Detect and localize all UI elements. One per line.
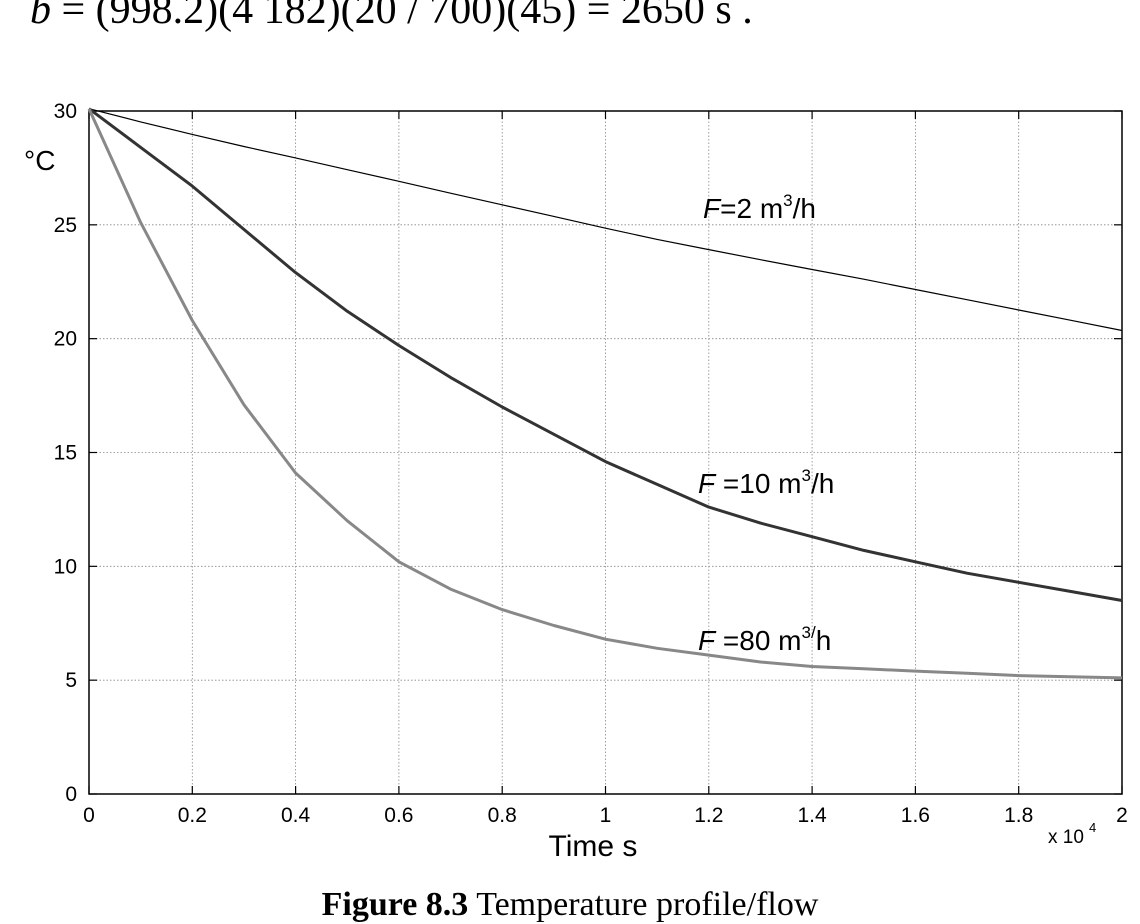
- x-tick-label: 1.4: [797, 804, 827, 827]
- y-axis-label: °C: [24, 145, 55, 176]
- x-tick-label: 0: [83, 804, 95, 827]
- grid: [89, 111, 1122, 794]
- x-axis-multiplier: x 10: [1048, 827, 1084, 848]
- x-tick-label: 0.6: [384, 804, 413, 827]
- series-label: F =80 m3/h: [698, 623, 831, 656]
- series-label-suffix: h: [816, 625, 832, 656]
- series-label-prefix: F: [698, 468, 717, 499]
- series-label-main: =10 m: [715, 468, 801, 499]
- series-label-suffix: /h: [811, 468, 834, 499]
- y-tick-label: 15: [54, 442, 77, 465]
- x-tick-label: 0.8: [488, 804, 517, 827]
- series-label-main: =80 m: [715, 625, 801, 656]
- series-label-sup: 3/: [802, 623, 816, 642]
- x-axis-multiplier-exponent: 4: [1089, 820, 1096, 835]
- series-label-main: =2 m: [720, 193, 783, 224]
- series-line: [87, 108, 1123, 680]
- x-tick-label: 0.4: [281, 804, 311, 827]
- x-tick-label: 0.2: [178, 804, 207, 827]
- x-axis-label: Time s: [549, 830, 638, 863]
- x-tick-label: 1: [600, 804, 612, 827]
- series-label-sup: 3: [802, 466, 811, 485]
- series-label: F=2 m3/h: [703, 191, 816, 224]
- figure-caption-text: Temperature profile/flow: [468, 886, 819, 923]
- equation-symbol: b: [30, 0, 51, 33]
- y-tick-label: 0: [65, 783, 77, 806]
- series-label-prefix: F: [703, 193, 722, 224]
- series-label-suffix: /h: [793, 193, 816, 224]
- series-line: [88, 108, 1123, 332]
- y-tick-label: 25: [54, 214, 77, 237]
- series-label-prefix: F: [698, 625, 717, 656]
- series-label-sup: 3: [783, 191, 792, 210]
- y-tick-label: 20: [54, 328, 77, 351]
- x-tick-label: 1.8: [1004, 804, 1033, 827]
- series-lines: [87, 107, 1123, 680]
- x-tick-label: 2: [1116, 804, 1128, 827]
- equation: b = (998.2)(4 182)(20 / 700)(45) = 2650 …: [30, 0, 1130, 46]
- equation-expression: = (998.2)(4 182)(20 / 700)(45) = 2650 s …: [61, 0, 753, 33]
- series-line: [88, 107, 1123, 602]
- figure-label: Figure 8.3: [321, 886, 469, 923]
- x-tick-label: 1.6: [901, 804, 930, 827]
- figure-caption: Figure 8.3 Temperature profile/flow: [0, 886, 1140, 924]
- series-label: F =10 m3/h: [698, 466, 834, 499]
- y-tick-label: 30: [54, 100, 77, 123]
- y-tick-label: 5: [65, 669, 77, 692]
- y-tick-label: 10: [54, 555, 77, 578]
- x-tick-label: 1.2: [694, 804, 723, 827]
